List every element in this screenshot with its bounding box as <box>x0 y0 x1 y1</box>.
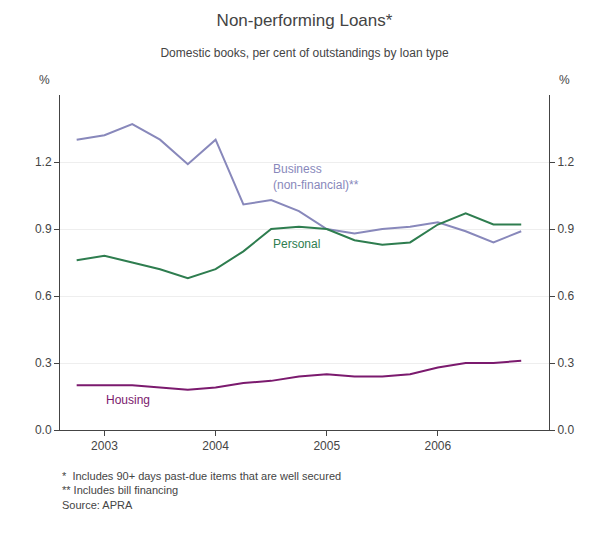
svg-text:2003: 2003 <box>91 439 118 453</box>
svg-text:Non-performing Loans*: Non-performing Loans* <box>217 11 393 30</box>
svg-text:0.0: 0.0 <box>557 423 574 437</box>
svg-text:0.0: 0.0 <box>35 423 52 437</box>
svg-text:Personal: Personal <box>273 237 320 251</box>
svg-text:0.9: 0.9 <box>35 222 52 236</box>
svg-text:%: % <box>559 73 570 87</box>
svg-text:0.9: 0.9 <box>557 222 574 236</box>
svg-text:2006: 2006 <box>425 439 452 453</box>
svg-text:1.2: 1.2 <box>557 155 574 169</box>
svg-text:2005: 2005 <box>313 439 340 453</box>
svg-text:* Includes 90+ days past-due: * Includes 90+ days past-due items that … <box>62 470 341 511</box>
svg-text:1.2: 1.2 <box>35 155 52 169</box>
svg-text:0.6: 0.6 <box>35 289 52 303</box>
svg-text:Business(non-financial)**: Business(non-financial)** <box>273 162 359 192</box>
svg-text:0.3: 0.3 <box>35 356 52 370</box>
svg-text:%: % <box>39 73 50 87</box>
svg-text:0.3: 0.3 <box>557 356 574 370</box>
svg-text:Domestic books, per cent of ou: Domestic books, per cent of outstandings… <box>160 46 448 60</box>
svg-text:0.6: 0.6 <box>557 289 574 303</box>
svg-text:Housing: Housing <box>106 393 150 407</box>
svg-text:2004: 2004 <box>202 439 229 453</box>
